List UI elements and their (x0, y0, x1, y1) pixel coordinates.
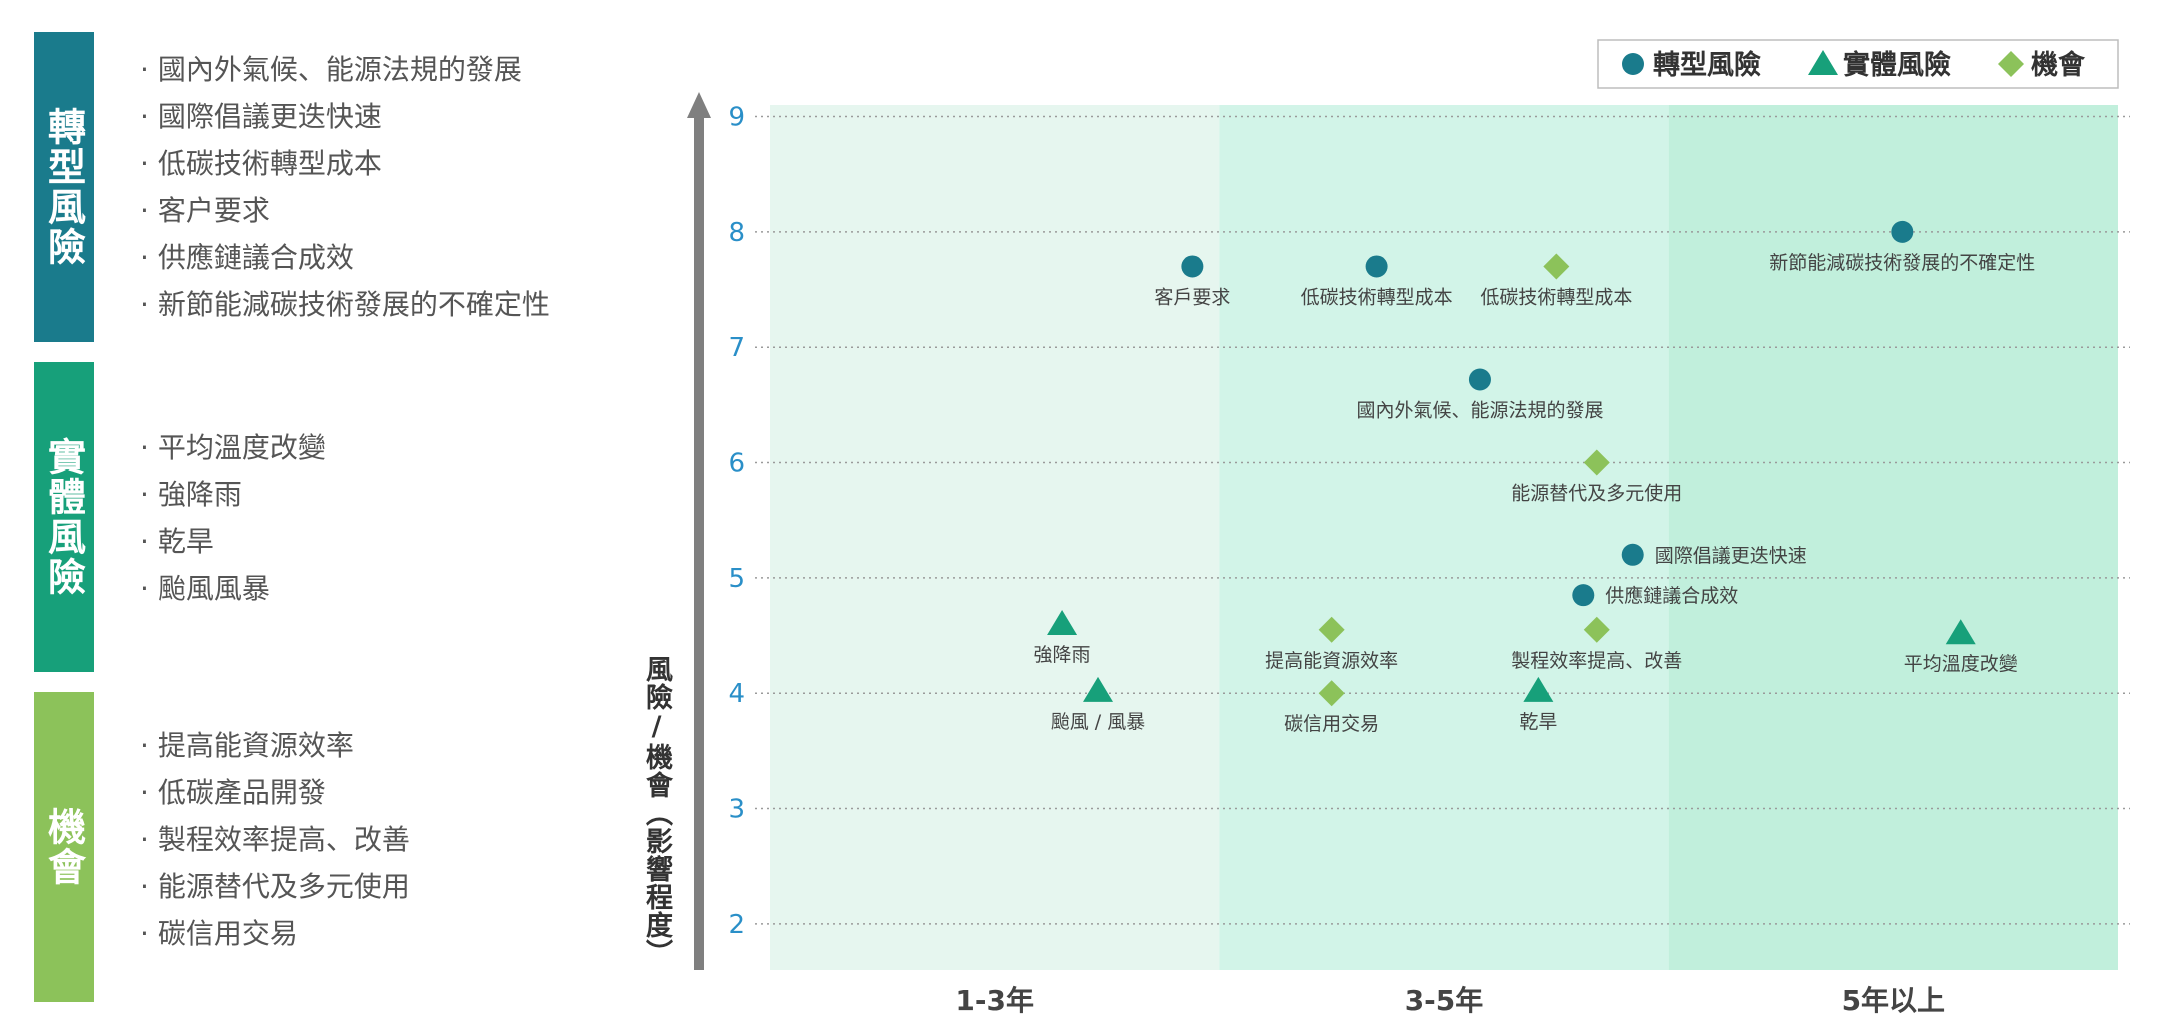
legend-label: 機會 (2031, 49, 2086, 81)
point-label: 能源替代及多元使用 (1511, 483, 1682, 505)
x-tick-label: 3-5年 (1405, 984, 1484, 1017)
point-marker (1622, 53, 1644, 75)
point-marker (1083, 676, 1114, 702)
x-tick-label: 5年以上 (1842, 984, 1945, 1017)
list-item: 提高能資源效率 (140, 722, 410, 769)
list-item: 颱風風暴 (140, 565, 326, 612)
list-item: 能源替代及多元使用 (140, 863, 410, 910)
list-item: 新節能減碳技術發展的不確定性 (140, 281, 550, 328)
y-tick-label: 2 (728, 910, 745, 940)
opportunity-title: 機會 (41, 807, 86, 887)
data-point: 供應鏈議合成效 (1572, 584, 1738, 607)
data-point: 國內外氣候、能源法規的發展 (1356, 368, 1603, 421)
point-marker (1523, 676, 1554, 702)
physical-risk-title: 實體風險 (41, 437, 86, 597)
point-marker (1318, 616, 1345, 643)
y-axis-line (694, 110, 704, 970)
legend-box (1597, 39, 2119, 89)
y-tick-label: 3 (728, 795, 745, 825)
data-point: 提高能資源效率 (1265, 616, 1398, 672)
data-point: 新節能減碳技術發展的不確定性 (1769, 220, 2035, 274)
list-item: 製程效率提高、改善 (140, 816, 410, 863)
data-point: 客戶要求 (1154, 255, 1230, 308)
zone-band (770, 105, 1220, 970)
point-marker (1945, 619, 1976, 645)
data-point: 國際倡議更迭快速 (1621, 543, 1807, 567)
transition-risk-list: 國內外氣候、能源法規的發展 國際倡議更迭快速 低碳技術轉型成本 客户要求 供應鏈… (140, 46, 550, 328)
list-item: 乾旱 (140, 518, 326, 565)
point-label: 客戶要求 (1154, 286, 1230, 308)
data-point: 乾旱 (1519, 676, 1557, 733)
list-item: 國際倡議更迭快速 (140, 93, 550, 140)
point-marker (1998, 51, 2024, 77)
y-tick-label: 9 (728, 103, 745, 133)
legend-entry: 機會 (1998, 49, 2086, 81)
list-item: 客户要求 (140, 187, 550, 234)
physical-risk-bar: 實體風險 (34, 362, 94, 672)
data-point: 低碳技術轉型成本 (1301, 255, 1453, 308)
list-item: 平均溫度改變 (140, 424, 326, 471)
y-axis-arrow (687, 92, 711, 118)
point-marker (1621, 543, 1644, 566)
opportunity-list: 提高能資源效率 低碳產品開發 製程效率提高、改善 能源替代及多元使用 碳信用交易 (140, 722, 410, 957)
point-label: 乾旱 (1519, 711, 1557, 733)
list-item: 強降雨 (140, 471, 326, 518)
point-marker (1468, 368, 1491, 391)
opportunity-bar: 機會 (34, 692, 94, 1002)
point-label: 供應鏈議合成效 (1605, 584, 1738, 607)
list-item: 低碳技術轉型成本 (140, 140, 550, 187)
legend-entry: 實體風險 (1808, 49, 1951, 81)
data-point: 颱風 / 風暴 (1051, 676, 1145, 733)
data-point: 低碳技術轉型成本 (1480, 253, 1632, 308)
point-label: 國內外氣候、能源法規的發展 (1356, 399, 1603, 421)
y-tick-label: 7 (728, 333, 745, 363)
point-marker (1047, 610, 1078, 635)
y-tick-label: 4 (728, 679, 745, 709)
point-marker (1572, 584, 1595, 607)
point-label: 國際倡議更迭快速 (1655, 545, 1807, 567)
y-tick-label: 8 (728, 218, 745, 248)
point-label: 颱風 / 風暴 (1051, 711, 1145, 733)
data-point: 製程效率提高、改善 (1511, 616, 1682, 672)
list-item: 碳信用交易 (140, 910, 410, 957)
point-label: 低碳技術轉型成本 (1301, 286, 1453, 308)
legend-label: 實體風險 (1843, 49, 1951, 81)
list-item: 低碳產品開發 (140, 769, 410, 816)
point-label: 製程效率提高、改善 (1511, 650, 1682, 672)
point-marker (1583, 449, 1610, 476)
y-axis-title: 風險/機會（影響程度） (641, 655, 672, 967)
point-marker (1365, 255, 1388, 278)
zone-band (1668, 105, 2118, 970)
point-label: 強降雨 (1034, 644, 1091, 666)
physical-risk-list: 平均溫度改變 強降雨 乾旱 颱風風暴 (140, 424, 326, 612)
legend-entry: 轉型風險 (1622, 49, 1761, 81)
point-label: 碳信用交易 (1284, 713, 1379, 735)
data-point: 能源替代及多元使用 (1511, 449, 1682, 505)
data-point: 碳信用交易 (1284, 680, 1379, 735)
data-point: 強降雨 (1034, 610, 1091, 666)
point-label: 提高能資源效率 (1265, 650, 1398, 672)
point-label: 新節能減碳技術發展的不確定性 (1769, 252, 2035, 274)
point-marker (1318, 680, 1345, 707)
y-tick-label: 6 (728, 449, 745, 479)
zone-band (1219, 105, 1669, 970)
list-item: 供應鏈議合成效 (140, 234, 550, 281)
point-label: 低碳技術轉型成本 (1480, 286, 1632, 308)
point-marker (1808, 50, 1838, 75)
point-label: 平均溫度改變 (1904, 653, 2018, 675)
list-item: 國內外氣候、能源法規的發展 (140, 46, 550, 93)
legend-label: 轉型風險 (1653, 49, 1761, 81)
point-marker (1583, 616, 1610, 643)
transition-risk-bar: 轉型風險 (34, 32, 94, 342)
transition-risk-title: 轉型風險 (41, 107, 86, 267)
point-marker (1181, 255, 1204, 278)
point-marker (1891, 220, 1914, 243)
y-tick-label: 5 (728, 564, 745, 594)
data-point: 平均溫度改變 (1904, 619, 2018, 675)
x-tick-label: 1-3年 (955, 984, 1034, 1017)
point-marker (1543, 253, 1570, 280)
